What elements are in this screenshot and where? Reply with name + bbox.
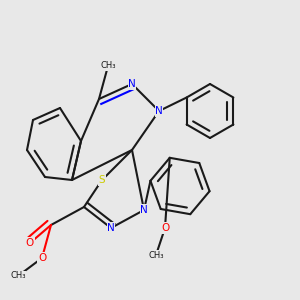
Text: N: N — [155, 106, 163, 116]
Text: N: N — [107, 223, 115, 233]
Text: CH₃: CH₃ — [100, 61, 116, 70]
Text: CH₃: CH₃ — [148, 250, 164, 260]
Text: O: O — [161, 223, 169, 233]
Text: CH₃: CH₃ — [10, 272, 26, 280]
Text: S: S — [99, 175, 105, 185]
Text: N: N — [128, 79, 136, 89]
Text: O: O — [38, 253, 46, 263]
Text: O: O — [26, 238, 34, 248]
Text: N: N — [140, 205, 148, 215]
